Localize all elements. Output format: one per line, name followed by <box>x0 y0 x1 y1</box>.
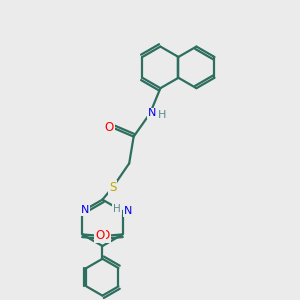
Text: O: O <box>105 121 114 134</box>
Text: H: H <box>113 204 121 214</box>
Text: N: N <box>148 108 156 118</box>
Text: N: N <box>124 206 132 216</box>
Text: O: O <box>95 230 105 242</box>
Text: S: S <box>109 181 116 194</box>
Text: O: O <box>100 230 110 242</box>
Text: H: H <box>158 110 167 120</box>
Text: N: N <box>81 205 89 215</box>
